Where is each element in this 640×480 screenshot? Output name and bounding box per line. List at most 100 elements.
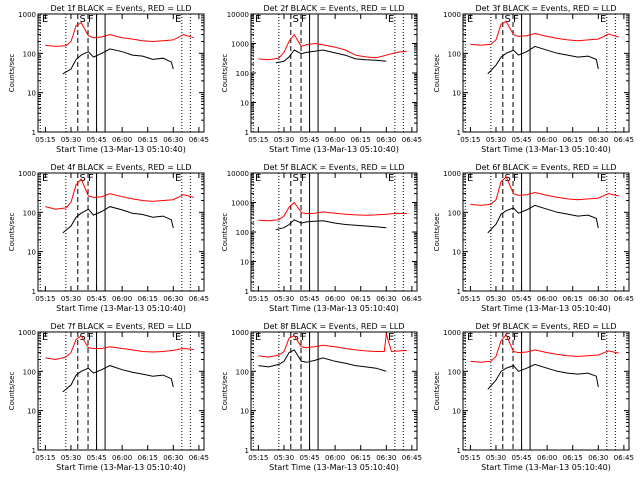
x-tick-label: 06:00: [325, 295, 345, 303]
x-tick-label: 05:15: [460, 136, 480, 144]
y-tick-label: 10: [27, 90, 36, 98]
y-tick-label: 1: [32, 129, 36, 137]
x-tick-label: 05:15: [35, 295, 55, 303]
y-tick-label: 1000: [18, 329, 36, 337]
x-tick-label: 06:00: [325, 454, 345, 462]
series-events-line: [275, 49, 387, 64]
y-tick-label: 1000: [18, 11, 36, 19]
marker-label: E: [255, 332, 261, 343]
x-tick-label: 06:00: [325, 136, 345, 144]
plot-frame: [462, 172, 630, 292]
x-tick-label: 05:15: [248, 454, 268, 462]
marker-label: E: [388, 173, 394, 184]
series-events-line: [62, 48, 174, 75]
y-tick-label: 10: [452, 408, 461, 416]
series-lld-line: [470, 175, 619, 206]
x-tick-label: 05:30: [486, 295, 506, 303]
chart-title: Det 2f BLACK = Events, RED = LLD: [263, 4, 404, 13]
x-tick-label: 05:15: [248, 295, 268, 303]
marker-label: S: [80, 14, 86, 25]
marker-label: S: [505, 14, 511, 25]
marker-label: E: [467, 14, 473, 25]
x-tick-label: 06:00: [537, 136, 557, 144]
x-tick-label: 06:45: [402, 136, 422, 144]
x-tick-label: 06:00: [537, 295, 557, 303]
plot-frame: [462, 331, 630, 451]
x-tick-label: 05:45: [299, 454, 319, 462]
marker-label: E: [255, 14, 261, 25]
marker-label: E: [42, 173, 48, 184]
series-events-line: [275, 219, 387, 231]
x-tick-label: 06:15: [351, 136, 371, 144]
series-lld-line: [470, 20, 619, 46]
series-events-line: [487, 363, 599, 390]
x-tick-label: 06:15: [563, 454, 583, 462]
y-axis-label: Counts/sec: [221, 213, 229, 252]
y-tick-label: 10: [240, 408, 249, 416]
x-axis-label: Start Time (13-Mar-13 05:10:40): [56, 463, 186, 472]
y-tick-label: 1: [245, 447, 249, 455]
y-tick-label: 100: [448, 209, 461, 217]
y-tick-label: 100: [236, 70, 249, 78]
x-tick-label: 05:45: [299, 136, 319, 144]
chart-title: Det 7f BLACK = Events, RED = LLD: [50, 322, 191, 331]
y-tick-label: 10: [452, 90, 461, 98]
series-events-line: [487, 45, 599, 75]
y-tick-label: 1000: [18, 170, 36, 178]
plot-frame: [462, 13, 630, 133]
y-tick-label: 1: [245, 129, 249, 137]
x-tick-label: 06:00: [112, 136, 132, 144]
x-tick-label: 05:15: [460, 295, 480, 303]
x-tick-label: 06:45: [189, 454, 209, 462]
x-tick-label: 06:45: [614, 295, 634, 303]
y-axis-label: Counts/sec: [433, 54, 441, 93]
y-tick-label: 1: [457, 447, 461, 455]
chart-title: Det 4f BLACK = Events, RED = LLD: [50, 163, 191, 172]
x-tick-label: 05:30: [61, 295, 81, 303]
x-tick-label: 06:45: [402, 454, 422, 462]
x-tick-label: 06:00: [537, 454, 557, 462]
x-tick-label: 06:30: [588, 295, 608, 303]
y-axis-label: Counts/sec: [8, 372, 16, 411]
plot-frame: [37, 13, 205, 133]
y-axis-label: Counts/sec: [8, 54, 16, 93]
marker-label: S: [80, 173, 86, 184]
y-tick-label: 1: [32, 288, 36, 296]
y-tick-label: 1: [245, 288, 249, 296]
y-tick-label: 1000: [443, 329, 461, 337]
x-tick-label: 05:30: [274, 454, 294, 462]
series-lld-line: [45, 178, 194, 210]
y-tick-label: 100: [236, 368, 249, 376]
y-tick-label: 1000: [231, 41, 249, 49]
series-lld-line: [258, 201, 407, 222]
series-events-line: [258, 349, 387, 372]
x-tick-label: 06:30: [163, 295, 183, 303]
marker-label: E: [600, 14, 606, 25]
x-axis-label: Start Time (13-Mar-13 05:10:40): [481, 145, 611, 154]
y-axis-label: Counts/sec: [221, 372, 229, 411]
series-events-line: [487, 204, 599, 234]
x-tick-label: 05:45: [86, 454, 106, 462]
x-tick-label: 06:45: [614, 136, 634, 144]
marker-label: E: [388, 14, 394, 25]
plot-frame: [250, 13, 418, 133]
y-tick-label: 1000: [443, 170, 461, 178]
y-axis-label: Counts/sec: [433, 372, 441, 411]
x-tick-label: 05:30: [61, 454, 81, 462]
x-tick-label: 05:30: [486, 454, 506, 462]
x-axis-label: Start Time (13-Mar-13 05:10:40): [269, 304, 399, 313]
marker-label: E: [42, 332, 48, 343]
marker-label: F: [301, 14, 307, 25]
chart-title: Det 9f BLACK = Events, RED = LLD: [475, 322, 616, 331]
series-events-line: [62, 365, 174, 393]
marker-label: E: [175, 173, 181, 184]
x-axis-label: Start Time (13-Mar-13 05:10:40): [56, 145, 186, 154]
x-axis-label: Start Time (13-Mar-13 05:10:40): [481, 304, 611, 313]
